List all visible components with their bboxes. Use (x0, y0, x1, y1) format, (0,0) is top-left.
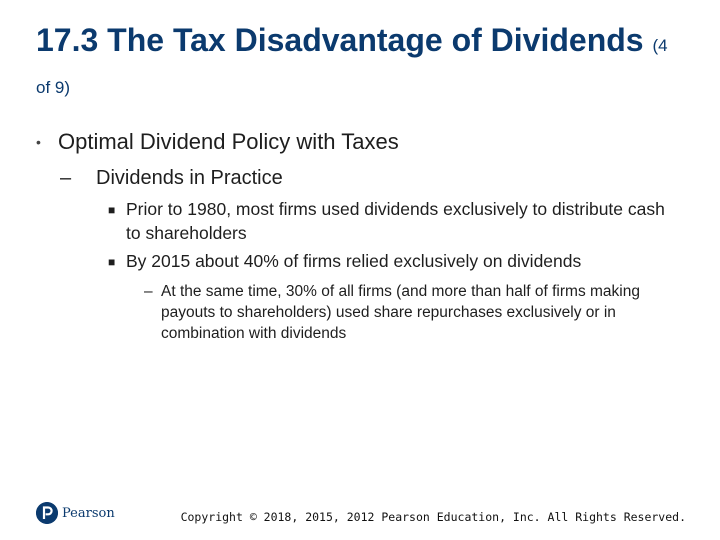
bullet-level4: – At the same time, 30% of all firms (an… (144, 281, 676, 344)
slide-title-text: 17.3 The Tax Disadvantage of Dividends (36, 22, 644, 58)
bullet-level3-text: Prior to 1980, most firms used dividends… (126, 199, 665, 243)
bullet-level1: • Optimal Dividend Policy with Taxes (36, 128, 676, 156)
square-marker: ■ (108, 203, 116, 217)
copyright-notice: Copyright © 2018, 2015, 2012 Pearson Edu… (180, 510, 686, 524)
slide-counter: (4 of 9) (36, 36, 668, 97)
pearson-logo-icon (36, 502, 58, 524)
bullet-level4-text: At the same time, 30% of all firms (and … (161, 283, 640, 342)
slide-title: 17.3 The Tax Disadvantage of Dividends (… (36, 22, 676, 106)
square-marker: ■ (108, 255, 116, 269)
bullet-marker: • (36, 134, 41, 150)
dash-marker: – (60, 167, 72, 189)
pearson-logo-text: Pearson (62, 505, 115, 521)
bullet-level2-text: Dividends in Practice (96, 167, 283, 189)
bullet-level3-item: ■ Prior to 1980, most firms used dividen… (108, 197, 676, 245)
bullet-level3-text: By 2015 about 40% of firms relied exclus… (126, 251, 582, 271)
dash-marker: – (144, 283, 153, 300)
bullet-level2: – Dividends in Practice (60, 165, 676, 191)
pearson-logo: Pearson (36, 502, 115, 524)
slide-content: • Optimal Dividend Policy with Taxes – D… (36, 128, 676, 344)
bullet-level1-text: Optimal Dividend Policy with Taxes (58, 129, 399, 154)
bullet-level3-item: ■ By 2015 about 40% of firms relied excl… (108, 249, 676, 273)
